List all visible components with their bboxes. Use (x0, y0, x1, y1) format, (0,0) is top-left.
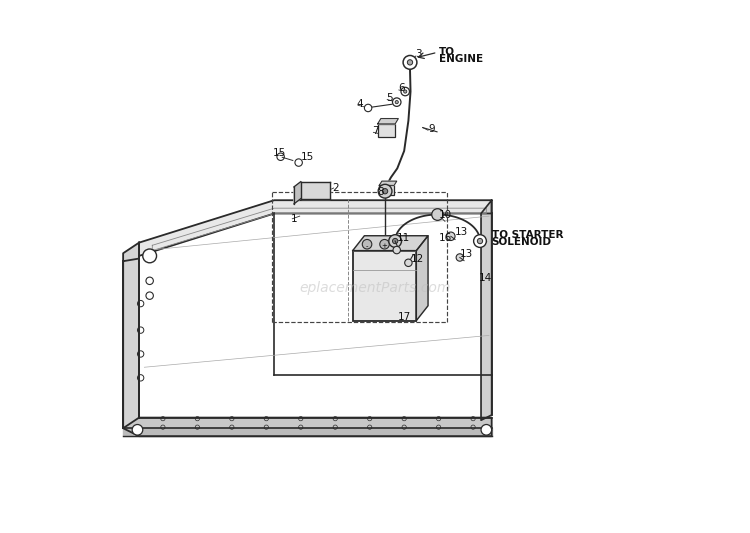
Circle shape (473, 235, 486, 247)
Circle shape (388, 235, 401, 247)
Text: TO: TO (439, 47, 454, 57)
Text: SOLENOID: SOLENOID (492, 237, 552, 247)
Text: 3: 3 (415, 50, 422, 59)
Circle shape (403, 55, 417, 69)
Polygon shape (123, 428, 492, 436)
Text: 5: 5 (386, 93, 393, 103)
Polygon shape (378, 118, 398, 124)
Circle shape (395, 101, 398, 104)
Text: 14: 14 (479, 273, 492, 283)
Circle shape (142, 249, 157, 263)
Circle shape (401, 87, 410, 96)
Circle shape (382, 189, 388, 194)
Polygon shape (416, 236, 428, 320)
Polygon shape (352, 236, 428, 251)
Text: 7: 7 (372, 126, 379, 136)
Polygon shape (380, 181, 397, 185)
Text: 4: 4 (356, 99, 363, 109)
Text: 15: 15 (301, 152, 314, 162)
Circle shape (446, 232, 455, 240)
Polygon shape (481, 200, 492, 420)
Text: 6: 6 (398, 83, 404, 93)
Bar (378, 124, 395, 136)
Text: -: - (366, 244, 368, 249)
Text: 10: 10 (439, 209, 452, 220)
Bar (352, 251, 416, 320)
Text: 12: 12 (410, 254, 424, 263)
Text: 2: 2 (332, 183, 339, 193)
Text: eplacementParts.com: eplacementParts.com (299, 281, 451, 295)
Text: 13: 13 (460, 249, 473, 259)
Circle shape (456, 254, 464, 261)
Circle shape (392, 238, 398, 244)
Bar (380, 185, 394, 195)
Text: 9: 9 (428, 124, 435, 134)
Text: 11: 11 (397, 233, 410, 244)
Polygon shape (123, 243, 139, 428)
Circle shape (477, 238, 483, 244)
Circle shape (380, 239, 389, 249)
Text: 17: 17 (398, 312, 411, 322)
Polygon shape (294, 182, 301, 204)
Circle shape (362, 239, 372, 249)
Circle shape (404, 90, 406, 93)
Circle shape (364, 104, 372, 112)
Text: 15: 15 (273, 148, 286, 158)
Circle shape (378, 184, 392, 198)
Circle shape (407, 60, 413, 65)
Circle shape (481, 424, 492, 435)
Text: 1: 1 (291, 214, 298, 224)
Text: 13: 13 (455, 227, 468, 237)
Text: +: + (382, 244, 388, 249)
Text: ENGINE: ENGINE (439, 54, 483, 63)
Polygon shape (139, 200, 492, 256)
Circle shape (392, 98, 401, 107)
Polygon shape (301, 182, 330, 199)
Text: TO STARTER: TO STARTER (492, 230, 563, 240)
Circle shape (132, 424, 142, 435)
Text: 8: 8 (378, 187, 384, 197)
Circle shape (393, 246, 400, 254)
Text: 16: 16 (439, 233, 452, 244)
Circle shape (432, 209, 443, 220)
Polygon shape (123, 259, 492, 436)
Circle shape (405, 259, 412, 266)
